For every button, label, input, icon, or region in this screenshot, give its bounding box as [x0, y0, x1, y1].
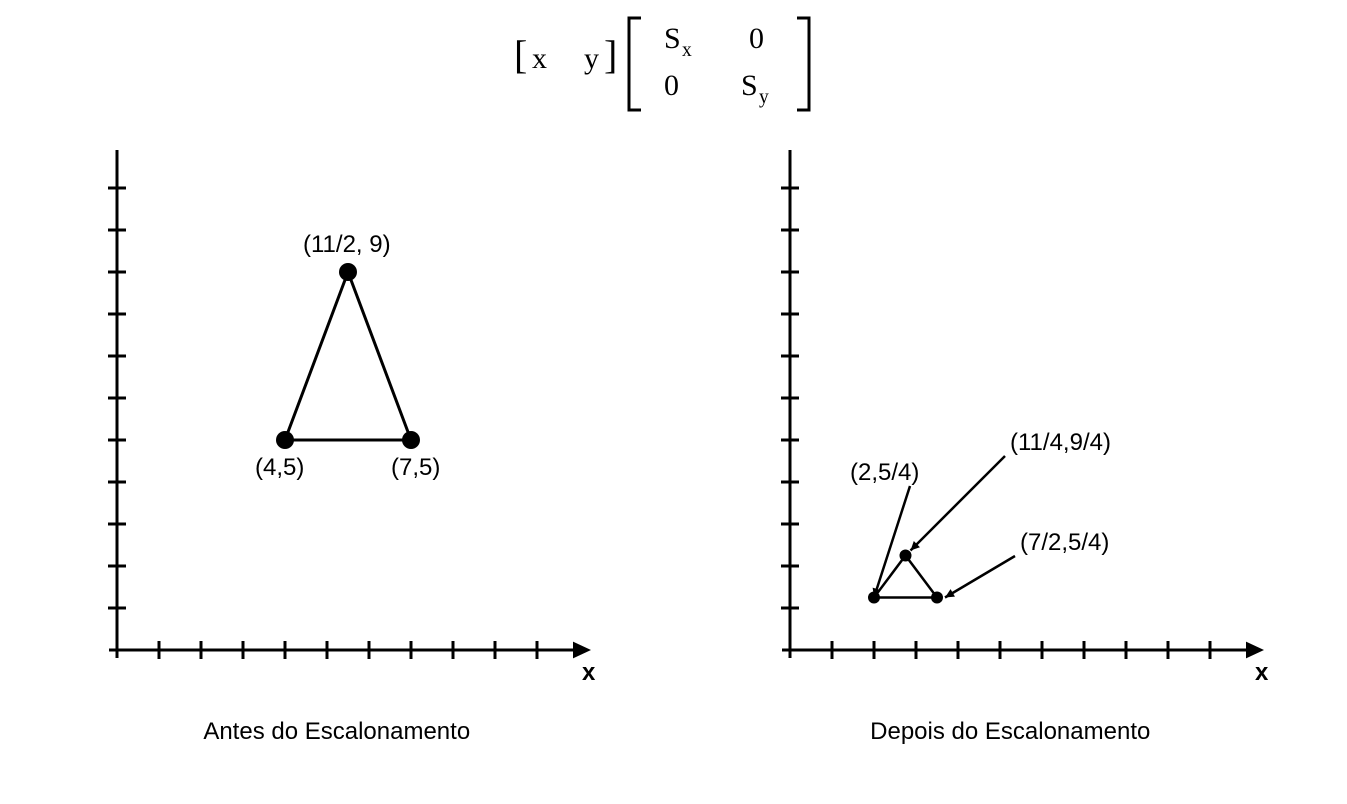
- svg-text:0: 0: [749, 22, 764, 55]
- svg-text:S: S: [664, 22, 681, 55]
- svg-text:(4,5): (4,5): [255, 454, 304, 481]
- left-caption: Antes do Escalonamento: [203, 718, 470, 746]
- svg-text:0: 0: [664, 69, 679, 102]
- right-chart-block: yx(2,5/4)(7/2,5/4)(11/4,9/4) Depois do E…: [710, 150, 1310, 746]
- matrix-formula: [xy]Sx00Sy: [0, 10, 1347, 125]
- svg-text:(7/2,5/4): (7/2,5/4): [1020, 529, 1109, 556]
- svg-text:(7,5): (7,5): [391, 454, 440, 481]
- svg-text:x: x: [682, 40, 692, 61]
- svg-text:(11/2, 9): (11/2, 9): [303, 231, 391, 258]
- formula-svg: [xy]Sx00Sy: [494, 10, 854, 120]
- charts-row: yx(4,5)(7,5)(11/2, 9) Antes do Escalonam…: [0, 150, 1347, 746]
- svg-text:x: x: [532, 42, 547, 75]
- svg-text:[: [: [514, 32, 527, 77]
- left-chart-svg: yx(4,5)(7,5)(11/2, 9): [37, 150, 637, 710]
- svg-text:x: x: [1255, 659, 1269, 686]
- svg-text:y: y: [584, 42, 599, 75]
- right-chart-svg: yx(2,5/4)(7/2,5/4)(11/4,9/4): [710, 150, 1310, 710]
- svg-text:S: S: [741, 69, 758, 102]
- svg-text:(2,5/4): (2,5/4): [850, 459, 919, 486]
- left-chart-block: yx(4,5)(7,5)(11/2, 9) Antes do Escalonam…: [37, 150, 637, 746]
- svg-text:(11/4,9/4): (11/4,9/4): [1010, 429, 1111, 456]
- right-caption: Depois do Escalonamento: [870, 718, 1150, 746]
- svg-text:x: x: [582, 659, 596, 686]
- svg-text:]: ]: [604, 32, 617, 77]
- svg-text:y: y: [759, 87, 769, 108]
